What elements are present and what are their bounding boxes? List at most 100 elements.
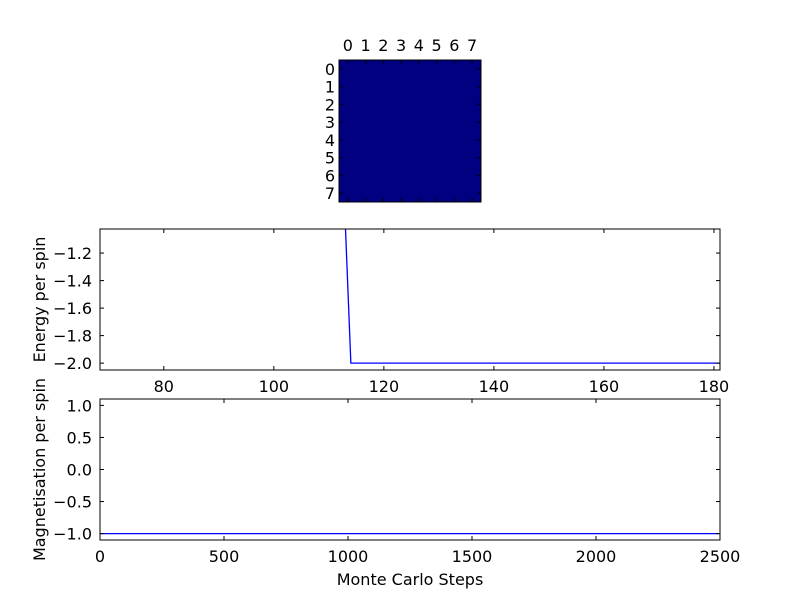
y-tick-label: −1.8 <box>53 327 92 346</box>
heatmap-cell <box>392 166 411 185</box>
series-line <box>344 229 720 364</box>
heatmap-cell <box>427 184 446 203</box>
x-tick-label: 100 <box>259 377 290 396</box>
heatmap-cell <box>427 148 446 167</box>
y-tick-label: 0 <box>325 60 335 79</box>
heatmap-cell <box>463 148 482 167</box>
y-tick-label: 0.5 <box>67 428 92 447</box>
heatmap-cell <box>410 60 429 79</box>
heatmap-cell <box>339 77 358 96</box>
heatmap-cell <box>374 184 393 203</box>
heatmap-cell <box>356 113 375 132</box>
heatmap-cell <box>392 148 411 167</box>
heatmap-cell <box>445 77 464 96</box>
y-tick-label: 4 <box>325 131 335 150</box>
y-tick-label: −1.4 <box>53 272 92 291</box>
y-tick-label: 5 <box>325 149 335 168</box>
heatmap-cell <box>339 131 358 150</box>
heatmap-cell <box>463 60 482 79</box>
heatmap-cell <box>410 113 429 132</box>
heatmap-cell <box>463 131 482 150</box>
heatmap-cell <box>356 148 375 167</box>
heatmap-cell <box>374 113 393 132</box>
x-tick-label: 140 <box>479 377 510 396</box>
heatmap-cell <box>445 60 464 79</box>
heatmap-cell <box>356 184 375 203</box>
heatmap-cell <box>427 60 446 79</box>
heatmap-cell <box>445 148 464 167</box>
heatmap-cell <box>410 131 429 150</box>
heatmap-cell <box>427 113 446 132</box>
heatmap-cell <box>463 113 482 132</box>
x-tick-label: 1 <box>361 36 371 55</box>
heatmap-cell <box>445 166 464 185</box>
heatmap-cell <box>339 166 358 185</box>
heatmap-cell <box>445 113 464 132</box>
heatmap-cell <box>463 95 482 114</box>
heatmap-cell <box>374 131 393 150</box>
heatmap-cell <box>410 148 429 167</box>
heatmap-cell <box>410 166 429 185</box>
x-tick-label: 2 <box>378 36 388 55</box>
heatmap-cell <box>356 131 375 150</box>
heatmap-cell <box>339 95 358 114</box>
x-tick-label: 1000 <box>328 547 369 566</box>
x-tick-label: 0 <box>343 36 353 55</box>
heatmap-cell <box>463 77 482 96</box>
x-tick-label: 2500 <box>700 547 741 566</box>
y-tick-label: 1.0 <box>67 396 92 415</box>
heatmap-cell <box>463 184 482 203</box>
heatmap-cell <box>339 60 358 79</box>
x-tick-label: 2000 <box>576 547 617 566</box>
heatmap-cell <box>356 60 375 79</box>
heatmap-cell <box>445 184 464 203</box>
x-tick-label: 4 <box>414 36 424 55</box>
y-axis-label: Energy per spin <box>30 237 49 363</box>
heatmap-cell <box>374 77 393 96</box>
heatmap-cell <box>427 131 446 150</box>
heatmap-cell <box>392 113 411 132</box>
x-tick-label: 1500 <box>452 547 493 566</box>
y-tick-label: −1.6 <box>53 299 92 318</box>
y-tick-label: 2 <box>325 95 335 114</box>
heatmap-frame <box>338 59 482 203</box>
x-tick-label: 0 <box>95 547 105 566</box>
heatmap-cell <box>339 113 358 132</box>
heatmap-cell <box>392 184 411 203</box>
heatmap-cell <box>356 95 375 114</box>
x-tick-label: 7 <box>467 36 477 55</box>
y-axis-label: Magnetisation per spin <box>30 378 49 561</box>
x-tick-label: 500 <box>209 547 240 566</box>
heatmap-cell <box>339 148 358 167</box>
x-tick-label: 3 <box>396 36 406 55</box>
x-axis-label: Monte Carlo Steps <box>337 570 484 589</box>
heatmap-cell <box>427 95 446 114</box>
heatmap-cell <box>445 131 464 150</box>
y-tick-label: −2.0 <box>53 354 92 373</box>
axes-frame <box>99 228 721 371</box>
heatmap-cell <box>463 166 482 185</box>
heatmap-cell <box>427 166 446 185</box>
heatmap-cell <box>392 95 411 114</box>
heatmap-cell <box>356 77 375 96</box>
x-tick-label: 120 <box>369 377 400 396</box>
heatmap-cell <box>339 184 358 203</box>
heatmap-cell <box>410 184 429 203</box>
y-tick-label: −1.2 <box>53 244 92 263</box>
x-tick-label: 80 <box>154 377 174 396</box>
y-tick-label: 6 <box>325 166 335 185</box>
heatmap-cell <box>356 166 375 185</box>
heatmap-cell <box>445 95 464 114</box>
heatmap-cell <box>410 95 429 114</box>
y-tick-label: 1 <box>325 78 335 97</box>
y-tick-label: −0.5 <box>53 493 92 512</box>
heatmap-cell <box>392 77 411 96</box>
heatmap-cell <box>427 77 446 96</box>
heatmap-cell <box>374 95 393 114</box>
heatmap-cell <box>410 77 429 96</box>
heatmap-cell <box>374 166 393 185</box>
x-tick-label: 180 <box>699 377 730 396</box>
heatmap-cell <box>392 131 411 150</box>
x-tick-label: 5 <box>432 36 442 55</box>
